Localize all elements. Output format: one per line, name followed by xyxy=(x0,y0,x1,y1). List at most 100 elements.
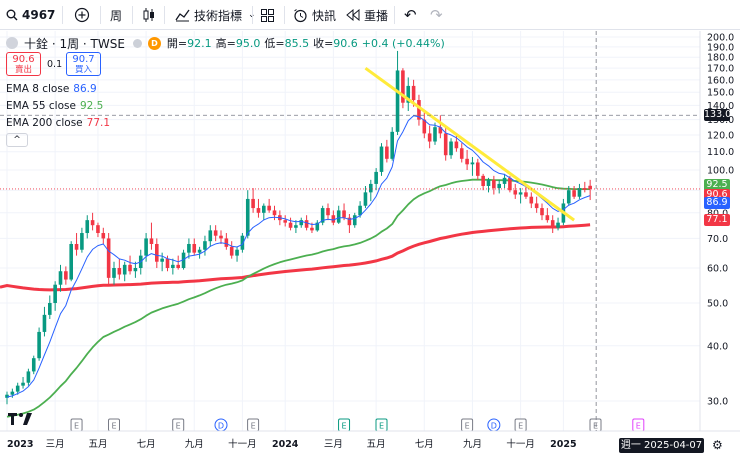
candle-body xyxy=(64,271,68,280)
toolbar-divider xyxy=(284,6,285,24)
indicators-label: 技術指標 xyxy=(194,8,243,23)
symbol-title[interactable]: 十銓 · 1周 · TWSE xyxy=(24,36,125,51)
candle xyxy=(288,217,293,231)
candle-body xyxy=(518,192,523,195)
ema-8-label: EMA 8 close xyxy=(6,83,70,95)
candle-body xyxy=(203,241,207,250)
candle xyxy=(518,188,523,204)
candle xyxy=(513,183,518,199)
y-tick-label: 190.0 xyxy=(707,42,734,53)
candles xyxy=(5,50,592,405)
candle-body xyxy=(486,179,491,186)
candle-body xyxy=(443,133,448,156)
sell-label: 賣出 xyxy=(14,65,32,75)
candle-body xyxy=(577,188,582,197)
ema-200-label: EMA 200 close xyxy=(6,117,83,129)
ema-8-legend[interactable]: EMA 8 close 86.9 xyxy=(6,83,97,95)
alert-button[interactable]: 快訊 xyxy=(293,0,336,30)
ema-55-path xyxy=(6,178,591,418)
candle xyxy=(74,233,79,256)
earnings-marker-label: E xyxy=(593,422,598,431)
candle-body xyxy=(385,146,389,159)
replay-button[interactable]: 重播 xyxy=(346,0,388,30)
candle xyxy=(64,266,68,285)
ema-8-path xyxy=(6,115,591,398)
candle xyxy=(155,238,159,269)
redo-icon[interactable]: ↷ xyxy=(430,6,443,24)
y-tick-label: 110.0 xyxy=(707,147,734,158)
y-tick-label: 40.0 xyxy=(707,341,728,352)
sell-button[interactable]: 90.6 賣出 xyxy=(6,52,41,76)
ema-55-legend[interactable]: EMA 55 close 92.5 xyxy=(6,100,103,112)
change-value: +0.4 (+0.44%) xyxy=(361,36,445,50)
tradingview-logo xyxy=(8,413,32,429)
candle xyxy=(197,246,202,259)
ema-55-price-tag: 92.5 xyxy=(704,179,730,191)
candle-body xyxy=(320,208,325,223)
symbol-search[interactable]: 4967 xyxy=(6,0,55,30)
open-value: 92.1 xyxy=(187,36,212,50)
candle-body xyxy=(363,192,368,206)
y-tick-label: 100.0 xyxy=(707,165,734,176)
open-label: 開= xyxy=(166,37,188,50)
candle xyxy=(213,225,218,242)
candle-body xyxy=(192,243,197,253)
candle xyxy=(481,173,485,191)
candle xyxy=(577,183,582,199)
ema-200-line xyxy=(0,223,591,292)
candle-body xyxy=(90,220,95,226)
interval-button[interactable]: 周 xyxy=(110,8,123,23)
candle xyxy=(320,205,325,226)
price-chart[interactable]: E E E D E E E E D E E E 30.0 40.0 50.0 60.0 70.0 80.0 90.… xyxy=(0,31,740,455)
buy-label: 買入 xyxy=(74,65,92,75)
candle xyxy=(240,233,245,253)
candle-body xyxy=(48,302,52,315)
undo-icon[interactable]: ↶ xyxy=(404,6,417,24)
y-tick-label: 160.0 xyxy=(707,75,734,86)
collapse-legend-button[interactable]: ^ xyxy=(6,133,28,147)
candle xyxy=(369,179,373,202)
candle-body xyxy=(315,222,320,231)
candle-body xyxy=(545,215,550,221)
chart-type-button[interactable] xyxy=(142,0,156,30)
settings-gear-icon[interactable]: ⚙ xyxy=(712,438,723,452)
layouts-button[interactable] xyxy=(261,0,274,30)
candle-body xyxy=(229,246,234,256)
candle xyxy=(406,77,411,111)
y-tick-label: 60.0 xyxy=(707,264,728,275)
close-value: 90.6 xyxy=(333,36,358,50)
compare-add-button[interactable] xyxy=(74,0,90,30)
candle-body xyxy=(69,243,73,280)
candle-body xyxy=(155,243,159,262)
y-tick-label: 120.0 xyxy=(707,131,734,142)
earnings-marker-label: E xyxy=(176,422,181,431)
candle xyxy=(385,139,389,163)
candle xyxy=(219,230,223,244)
x-tick-label: 九月 xyxy=(463,438,482,450)
y-tick-label: 30.0 xyxy=(707,397,728,408)
candle xyxy=(192,238,197,256)
x-tick-label: 2025 xyxy=(550,439,576,450)
candle-body xyxy=(502,177,507,184)
buy-button[interactable]: 90.7 買入 xyxy=(66,52,101,76)
candle xyxy=(53,281,57,311)
candle-body xyxy=(31,358,36,372)
candle xyxy=(588,179,592,201)
time-axis: 2023 三月 五月 七月 九月 十一月 2024 三月 五月 七月 九月 十一月 2025 xyxy=(0,430,740,450)
earnings-marker-label: E xyxy=(465,422,470,431)
candle xyxy=(171,258,175,275)
candle-body xyxy=(529,196,534,204)
indicators-button[interactable]: 技術指標 ⌄ xyxy=(175,0,256,30)
candle-body xyxy=(454,141,459,149)
candle xyxy=(176,255,180,270)
sell-price: 90.6 xyxy=(12,54,35,65)
ema-200-legend[interactable]: EMA 200 close 77.1 xyxy=(6,117,110,129)
candle xyxy=(85,215,90,239)
toolbar-divider xyxy=(62,6,63,24)
trendline xyxy=(364,66,575,222)
candle xyxy=(390,127,394,161)
candle-body xyxy=(251,198,255,209)
candle-body xyxy=(80,233,84,250)
x-tick-label: 九月 xyxy=(185,438,204,450)
candle-body xyxy=(240,235,245,250)
